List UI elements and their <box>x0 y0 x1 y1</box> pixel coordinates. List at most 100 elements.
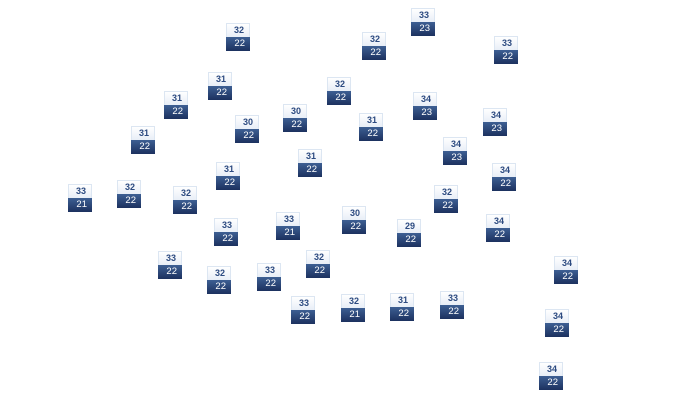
high-temperature: 31 <box>131 126 155 140</box>
weather-marker[interactable]: 33 21 <box>68 184 92 212</box>
weather-marker[interactable]: 34 22 <box>545 309 569 337</box>
weather-marker[interactable]: 34 22 <box>492 163 516 191</box>
weather-marker[interactable]: 29 22 <box>397 219 421 247</box>
low-temperature: 22 <box>397 233 421 247</box>
low-temperature: 22 <box>440 305 464 319</box>
high-temperature: 33 <box>440 291 464 305</box>
high-temperature: 32 <box>117 180 141 194</box>
weather-marker[interactable]: 33 22 <box>257 263 281 291</box>
weather-marker[interactable]: 32 22 <box>207 266 231 294</box>
high-temperature: 33 <box>257 263 281 277</box>
weather-marker[interactable]: 31 22 <box>131 126 155 154</box>
weather-marker[interactable]: 34 22 <box>486 214 510 242</box>
weather-marker[interactable]: 32 22 <box>306 250 330 278</box>
low-temperature: 22 <box>390 307 414 321</box>
weather-marker[interactable]: 30 22 <box>283 104 307 132</box>
high-temperature: 34 <box>545 309 569 323</box>
low-temperature: 21 <box>276 226 300 240</box>
low-temperature: 22 <box>298 163 322 177</box>
low-temperature: 22 <box>327 91 351 105</box>
weather-marker[interactable]: 32 22 <box>362 32 386 60</box>
high-temperature: 34 <box>483 108 507 122</box>
weather-marker[interactable]: 34 23 <box>413 92 437 120</box>
low-temperature: 22 <box>306 264 330 278</box>
low-temperature: 22 <box>283 118 307 132</box>
high-temperature: 31 <box>359 113 383 127</box>
weather-marker[interactable]: 32 22 <box>327 77 351 105</box>
high-temperature: 33 <box>494 36 518 50</box>
low-temperature: 22 <box>216 176 240 190</box>
high-temperature: 34 <box>413 92 437 106</box>
weather-marker[interactable]: 33 22 <box>494 36 518 64</box>
weather-marker[interactable]: 32 22 <box>173 186 197 214</box>
low-temperature: 22 <box>494 50 518 64</box>
weather-marker[interactable]: 34 23 <box>443 137 467 165</box>
high-temperature: 33 <box>411 8 435 22</box>
low-temperature: 23 <box>411 22 435 36</box>
high-temperature: 31 <box>216 162 240 176</box>
weather-marker[interactable]: 34 22 <box>554 256 578 284</box>
weather-marker[interactable]: 31 22 <box>216 162 240 190</box>
weather-marker[interactable]: 30 22 <box>235 115 259 143</box>
weather-marker[interactable]: 31 22 <box>164 91 188 119</box>
low-temperature: 22 <box>362 46 386 60</box>
weather-marker[interactable]: 32 22 <box>117 180 141 208</box>
low-temperature: 23 <box>413 106 437 120</box>
low-temperature: 22 <box>226 37 250 51</box>
high-temperature: 33 <box>276 212 300 226</box>
high-temperature: 30 <box>235 115 259 129</box>
low-temperature: 22 <box>117 194 141 208</box>
weather-marker[interactable]: 33 22 <box>291 296 315 324</box>
low-temperature: 23 <box>483 122 507 136</box>
weather-marker[interactable]: 31 22 <box>390 293 414 321</box>
weather-marker[interactable]: 34 22 <box>539 362 563 390</box>
high-temperature: 30 <box>342 206 366 220</box>
low-temperature: 22 <box>235 129 259 143</box>
low-temperature: 22 <box>486 228 510 242</box>
high-temperature: 32 <box>362 32 386 46</box>
high-temperature: 32 <box>207 266 231 280</box>
high-temperature: 33 <box>214 218 238 232</box>
low-temperature: 22 <box>539 376 563 390</box>
weather-marker[interactable]: 33 22 <box>214 218 238 246</box>
low-temperature: 22 <box>257 277 281 291</box>
weather-marker[interactable]: 32 21 <box>341 294 365 322</box>
high-temperature: 32 <box>434 185 458 199</box>
high-temperature: 31 <box>390 293 414 307</box>
low-temperature: 22 <box>214 232 238 246</box>
high-temperature: 32 <box>306 250 330 264</box>
high-temperature: 31 <box>298 149 322 163</box>
high-temperature: 33 <box>158 251 182 265</box>
weather-marker[interactable]: 33 23 <box>411 8 435 36</box>
weather-marker[interactable]: 32 22 <box>226 23 250 51</box>
high-temperature: 33 <box>291 296 315 310</box>
high-temperature: 31 <box>164 91 188 105</box>
low-temperature: 22 <box>342 220 366 234</box>
weather-marker[interactable]: 33 21 <box>276 212 300 240</box>
high-temperature: 32 <box>327 77 351 91</box>
low-temperature: 22 <box>207 280 231 294</box>
low-temperature: 22 <box>158 265 182 279</box>
high-temperature: 34 <box>492 163 516 177</box>
weather-marker[interactable]: 33 22 <box>440 291 464 319</box>
weather-marker[interactable]: 33 22 <box>158 251 182 279</box>
high-temperature: 29 <box>397 219 421 233</box>
weather-marker[interactable]: 31 22 <box>298 149 322 177</box>
weather-marker[interactable]: 31 22 <box>208 72 232 100</box>
low-temperature: 22 <box>173 200 197 214</box>
weather-marker[interactable]: 30 22 <box>342 206 366 234</box>
high-temperature: 34 <box>443 137 467 151</box>
high-temperature: 34 <box>554 256 578 270</box>
low-temperature: 22 <box>434 199 458 213</box>
weather-marker[interactable]: 32 22 <box>434 185 458 213</box>
high-temperature: 32 <box>173 186 197 200</box>
low-temperature: 22 <box>359 127 383 141</box>
weather-marker[interactable]: 34 23 <box>483 108 507 136</box>
low-temperature: 21 <box>341 308 365 322</box>
high-temperature: 32 <box>341 294 365 308</box>
weather-marker[interactable]: 31 22 <box>359 113 383 141</box>
high-temperature: 31 <box>208 72 232 86</box>
low-temperature: 23 <box>443 151 467 165</box>
low-temperature: 21 <box>68 198 92 212</box>
